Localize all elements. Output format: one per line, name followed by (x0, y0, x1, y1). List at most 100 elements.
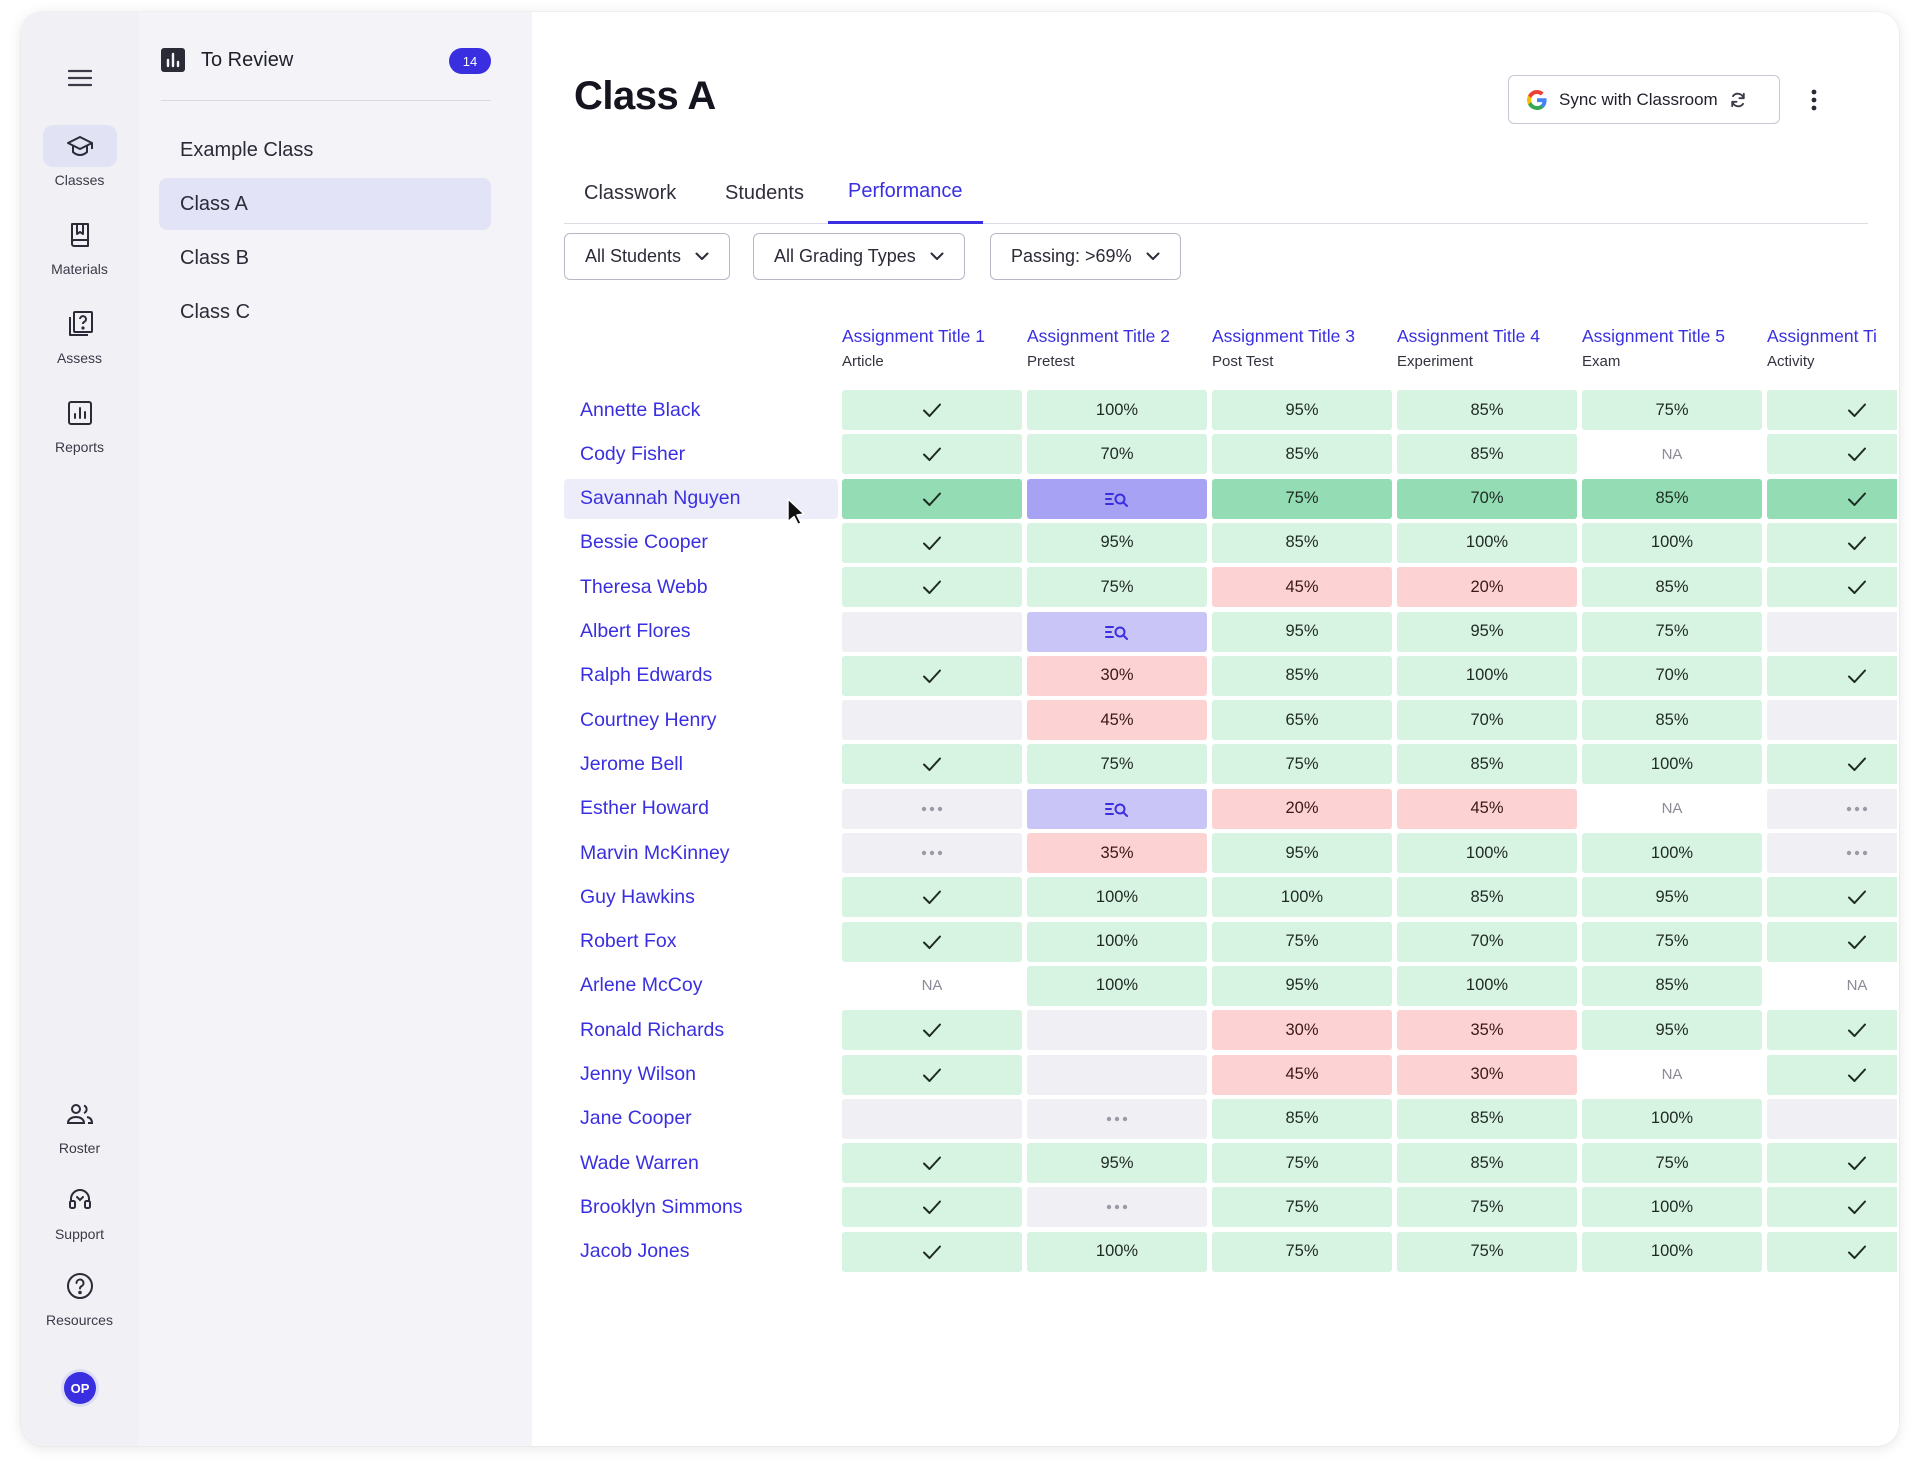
not-applicable-cell[interactable]: NA (1582, 1055, 1762, 1095)
completed-cell[interactable] (1767, 1231, 1897, 1272)
passing-score-cell[interactable]: 70% (1027, 434, 1207, 475)
completed-cell[interactable] (1767, 390, 1897, 430)
failing-score-cell[interactable]: 35% (1397, 1010, 1577, 1051)
not-started-cell[interactable] (1767, 1098, 1897, 1139)
passing-score-cell[interactable]: 85% (1397, 434, 1577, 475)
nav-item-materials[interactable]: Materials (21, 214, 138, 277)
students-filter-dropdown[interactable]: All Students (564, 233, 731, 280)
completed-cell[interactable] (1767, 478, 1897, 519)
passing-score-cell[interactable]: 100% (1027, 965, 1207, 1006)
failing-score-cell[interactable]: 45% (1027, 700, 1207, 741)
not-started-cell[interactable] (842, 1098, 1022, 1139)
passing-score-cell[interactable]: 75% (1397, 1187, 1577, 1228)
class-item-class-a[interactable]: Class A (159, 178, 491, 230)
passing-score-cell[interactable]: 65% (1212, 700, 1392, 741)
completed-cell[interactable] (1767, 655, 1897, 696)
student-name-link[interactable]: Guy Hawkins (580, 885, 695, 908)
passing-score-cell[interactable]: 75% (1212, 1231, 1392, 1272)
passing-score-cell[interactable]: 70% (1397, 700, 1577, 741)
passing-score-cell[interactable]: 95% (1582, 1010, 1762, 1051)
in-progress-cell[interactable] (842, 833, 1022, 873)
passing-score-cell[interactable]: 75% (1212, 1143, 1392, 1184)
failing-score-cell[interactable]: 30% (1397, 1054, 1577, 1095)
passing-score-cell[interactable]: 100% (1212, 877, 1392, 918)
assignment-column-header[interactable]: Assignment Title 1 Article (842, 312, 1022, 374)
in-progress-cell[interactable] (1767, 788, 1897, 829)
nav-item-support[interactable]: Support (21, 1179, 138, 1242)
not-applicable-cell[interactable]: NA (1767, 966, 1897, 1006)
passing-score-cell[interactable]: 75% (1027, 567, 1207, 608)
passing-score-cell[interactable]: 75% (1212, 921, 1392, 962)
nav-item-assess[interactable]: Assess (21, 303, 138, 366)
student-name-link[interactable]: Jenny Wilson (580, 1063, 696, 1085)
student-name-link[interactable]: Cody Fisher (580, 442, 686, 465)
passing-score-cell[interactable]: 100% (1582, 833, 1762, 873)
sync-with-classroom-button[interactable]: Sync with Classroom (1508, 75, 1780, 124)
passing-score-cell[interactable]: 75% (1212, 744, 1392, 785)
to-review-item[interactable]: To Review 14 (161, 40, 491, 80)
completed-cell[interactable] (1767, 921, 1897, 962)
passing-score-cell[interactable]: 75% (1397, 1231, 1577, 1272)
passing-score-cell[interactable]: 85% (1212, 434, 1392, 475)
completed-cell[interactable] (842, 1187, 1022, 1228)
passing-score-cell[interactable]: 100% (1582, 522, 1762, 563)
failing-score-cell[interactable]: 45% (1397, 788, 1577, 829)
failing-score-cell[interactable]: 20% (1397, 567, 1577, 608)
assignment-column-header[interactable]: Assignment Title 3 Post Test (1212, 312, 1392, 374)
student-name-link[interactable]: Arlene McCoy (580, 974, 703, 997)
passing-score-cell[interactable]: 75% (1027, 744, 1207, 785)
user-avatar[interactable]: OP (64, 1372, 96, 1404)
passing-score-cell[interactable]: 85% (1397, 744, 1577, 785)
passing-score-cell[interactable]: 95% (1397, 611, 1577, 652)
menu-button[interactable] (58, 56, 102, 100)
passing-score-cell[interactable]: 100% (1027, 921, 1207, 962)
completed-cell[interactable] (842, 744, 1022, 785)
failing-score-cell[interactable]: 45% (1212, 1054, 1392, 1095)
passing-score-cell[interactable]: 85% (1212, 655, 1392, 696)
completed-cell[interactable] (1767, 744, 1897, 785)
passing-score-cell[interactable]: 75% (1582, 921, 1762, 962)
completed-cell[interactable] (842, 434, 1022, 475)
assignment-column-header[interactable]: Assignment Title 4 Experiment (1397, 312, 1577, 374)
tab-classwork[interactable]: Classwork (584, 181, 677, 204)
failing-score-cell[interactable]: 30% (1027, 655, 1207, 696)
student-name-link[interactable]: Ralph Edwards (580, 664, 713, 687)
student-name-link[interactable]: Albert Flores (580, 620, 691, 642)
passing-score-cell[interactable]: 95% (1212, 611, 1392, 652)
passing-score-cell[interactable]: 85% (1212, 1098, 1392, 1139)
passing-score-cell[interactable]: 85% (1212, 522, 1392, 563)
passing-score-cell[interactable]: 85% (1397, 1143, 1577, 1184)
completed-cell[interactable] (842, 522, 1022, 563)
passing-score-cell[interactable]: 100% (1027, 877, 1207, 918)
completed-cell[interactable] (842, 1054, 1022, 1095)
needs-review-cell[interactable] (1027, 611, 1207, 652)
completed-cell[interactable] (1767, 1187, 1897, 1228)
passing-score-cell[interactable]: 75% (1582, 1143, 1762, 1184)
completed-cell[interactable] (842, 655, 1022, 696)
needs-review-cell[interactable] (1027, 478, 1207, 519)
tab-students[interactable]: Students (725, 181, 804, 204)
not-applicable-cell[interactable]: NA (842, 966, 1022, 1006)
passing-score-cell[interactable]: 100% (1397, 522, 1577, 563)
not-applicable-cell[interactable]: NA (1582, 789, 1762, 829)
passing-score-cell[interactable]: 75% (1212, 478, 1392, 519)
passing-score-cell[interactable]: 100% (1582, 744, 1762, 785)
passing-score-cell[interactable]: 95% (1212, 390, 1392, 430)
completed-cell[interactable] (842, 478, 1022, 519)
in-progress-cell[interactable] (1027, 1098, 1207, 1139)
failing-score-cell[interactable]: 20% (1212, 788, 1392, 829)
student-name-link[interactable]: Savannah Nguyen (564, 478, 838, 519)
completed-cell[interactable] (1767, 1054, 1897, 1095)
student-name-link[interactable]: Wade Warren (580, 1151, 699, 1174)
completed-cell[interactable] (1767, 522, 1897, 563)
not-started-cell[interactable] (1767, 700, 1897, 741)
student-name-link[interactable]: Jacob Jones (580, 1240, 690, 1263)
completed-cell[interactable] (842, 1231, 1022, 1272)
completed-cell[interactable] (1767, 434, 1897, 475)
nav-item-roster[interactable]: Roster (21, 1093, 138, 1156)
passing-score-cell[interactable]: 75% (1582, 390, 1762, 430)
student-name-link[interactable]: Bessie Cooper (580, 531, 708, 554)
not-started-cell[interactable] (842, 700, 1022, 741)
not-started-cell[interactable] (1027, 1054, 1207, 1095)
student-name-link[interactable]: Jane Cooper (580, 1107, 692, 1130)
